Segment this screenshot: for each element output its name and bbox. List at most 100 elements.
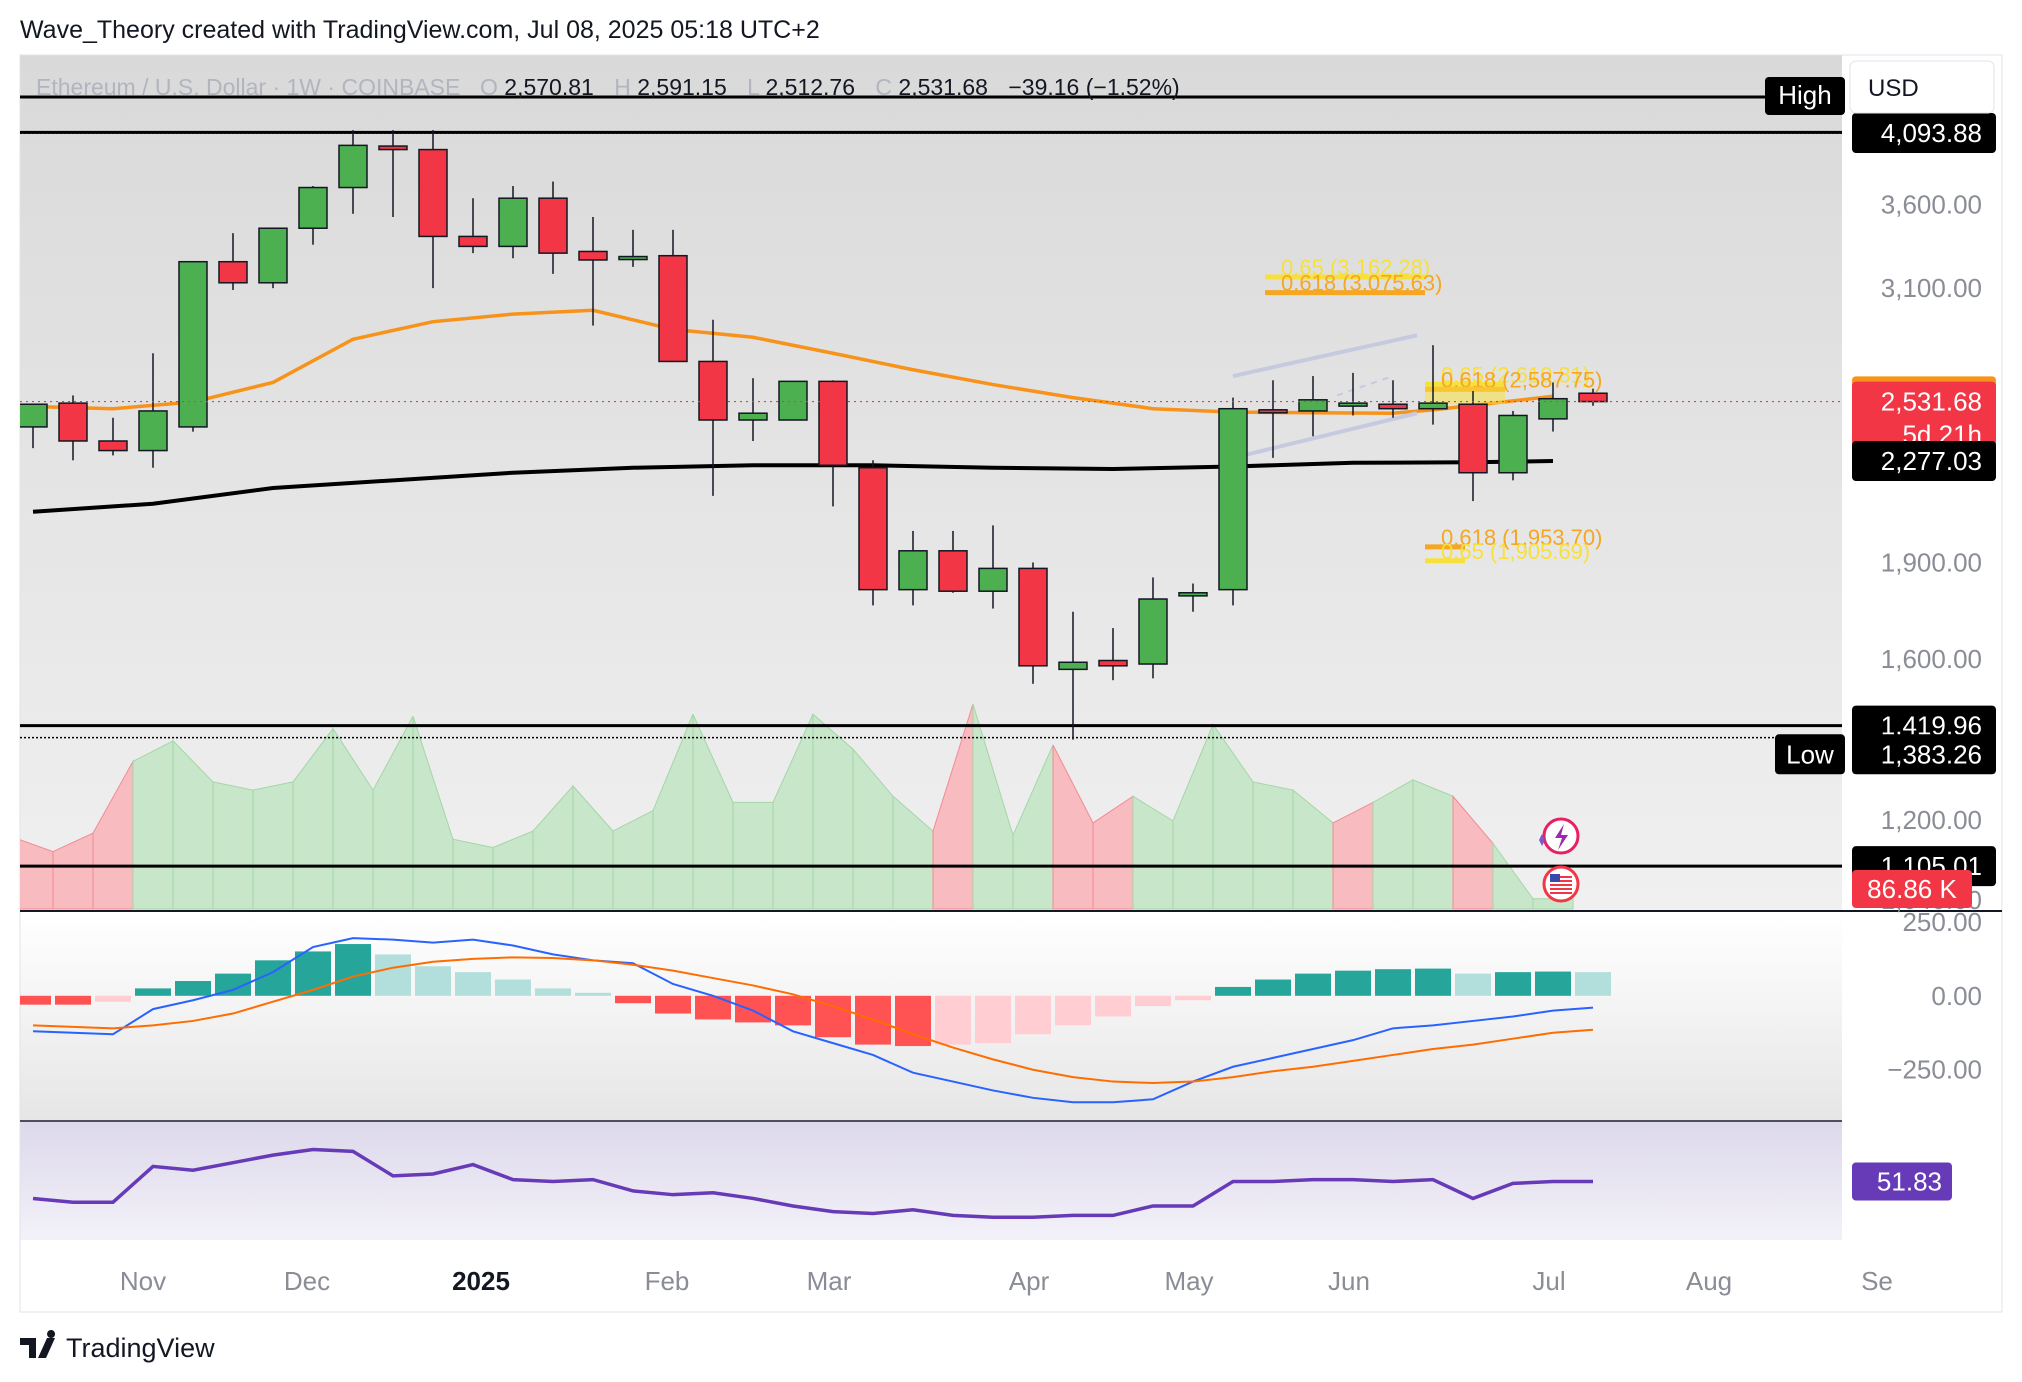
candle[interactable] [658,229,688,363]
candle[interactable] [618,229,648,267]
macd-histogram-bar[interactable] [1095,995,1131,1017]
macd-histogram-bar[interactable] [935,995,971,1045]
volume-tag[interactable]: 86.86 K [1852,870,1972,908]
candle[interactable] [338,130,368,214]
candle[interactable] [1378,380,1408,418]
candle[interactable] [538,181,568,274]
ema50-line[interactable] [32,308,1554,415]
sma200-line[interactable] [32,459,1554,514]
macd-histogram-bar[interactable] [615,995,651,1004]
macd-histogram-bar[interactable] [1535,971,1571,996]
macd-line[interactable] [32,937,1594,1104]
candle[interactable] [1178,583,1208,612]
flag-stripe [1550,876,1572,878]
candle[interactable] [378,130,408,217]
currency-button[interactable]: USD [1849,60,1995,114]
candle[interactable] [178,260,208,432]
candle[interactable] [1058,611,1088,740]
price-tag[interactable]: 1,383.26 [1852,734,1996,775]
candle-body [1258,409,1288,414]
macd-histogram-bar[interactable] [1055,995,1091,1026]
candle[interactable] [258,227,288,289]
candle[interactable] [58,395,88,461]
macd-histogram-bar[interactable] [1375,969,1411,996]
low-label[interactable]: Low [1775,734,1845,775]
candle[interactable] [1538,382,1568,432]
candle[interactable] [1418,345,1448,425]
macd-histogram-bar[interactable] [415,966,451,996]
macd-histogram-bar[interactable] [775,995,811,1026]
candle[interactable] [578,216,608,326]
candle[interactable] [778,380,808,421]
price-tag[interactable]: 2,277.03 [1852,441,1996,482]
candle[interactable] [1018,562,1048,684]
macd-signal-line[interactable] [32,956,1594,1085]
candle[interactable] [1458,391,1488,502]
macd-histogram-bar[interactable] [1335,970,1371,996]
high-label[interactable]: High [1765,77,1845,115]
macd-histogram-bar[interactable] [655,995,691,1014]
macd-histogram-bar[interactable] [455,972,491,996]
candle[interactable] [1218,397,1248,606]
macd-histogram-bar[interactable] [495,979,531,996]
candle[interactable] [418,130,448,289]
macd-histogram-bar[interactable] [95,995,131,1002]
candle[interactable] [858,460,888,606]
lightning-event-icon[interactable] [1539,817,1580,855]
macd-histogram-bar[interactable] [535,988,571,996]
channel-lower-line[interactable] [1232,411,1418,460]
macd-histogram-bar[interactable] [1175,995,1211,1001]
candle[interactable] [298,186,328,245]
candle[interactable] [498,186,528,259]
macd-histogram-bar[interactable] [1135,995,1171,1007]
candle[interactable] [458,198,488,254]
channel-mid-line[interactable] [1336,375,1394,397]
macd-histogram-bar[interactable] [15,995,51,1005]
macd-histogram-bar[interactable] [1415,968,1451,996]
macd-histogram-bar[interactable] [335,944,371,996]
candle[interactable] [898,530,928,606]
rsi-value-tag[interactable]: 51.83 [1852,1162,1952,1201]
candle[interactable] [818,380,848,507]
us-flag-event-icon[interactable] [1542,865,1580,903]
macd-histogram-bar[interactable] [1255,979,1291,996]
candle[interactable] [1098,628,1128,681]
macd-histogram-bar[interactable] [375,954,411,996]
candle[interactable] [1498,410,1528,481]
macd-histogram-bar[interactable] [975,995,1011,1044]
macd-histogram-bar[interactable] [175,981,211,996]
symbol-name[interactable]: Ethereum / U.S. Dollar · 1W · COINBASE [36,74,460,100]
candle[interactable] [698,319,728,496]
symbol-legend[interactable]: Ethereum / U.S. Dollar · 1W · COINBASE O… [36,74,1180,100]
macd-histogram-bar[interactable] [695,995,731,1020]
tradingview-logo[interactable]: TradingView [20,1330,215,1363]
channel-upper-line[interactable] [1232,333,1418,379]
candle[interactable] [1298,376,1328,437]
macd-histogram-bar[interactable] [1495,972,1531,996]
tradingview-brand-text: TradingView [66,1333,215,1363]
candle[interactable] [1138,577,1168,679]
macd-histogram-bar[interactable] [295,951,331,996]
candle[interactable] [938,530,968,593]
price-tag[interactable]: 4,093.88 [1852,113,1996,153]
macd-histogram-bar[interactable] [735,995,771,1023]
macd-histogram-bar[interactable] [215,973,251,996]
candle[interactable] [98,417,128,456]
candle[interactable] [738,378,768,441]
macd-histogram-bar[interactable] [1295,973,1331,996]
candle[interactable] [19,403,48,449]
candle[interactable] [218,233,248,290]
macd-histogram-bar[interactable] [575,992,611,996]
rsi-line[interactable] [32,1147,1593,1220]
candle[interactable] [978,525,1008,609]
macd-histogram-bar[interactable] [1215,986,1251,996]
candle[interactable] [1258,380,1288,458]
high-label: H [614,74,631,100]
macd-histogram-bar[interactable] [1575,972,1611,996]
macd-histogram-bar[interactable] [1015,995,1051,1035]
candle[interactable] [138,353,168,468]
macd-histogram-bar[interactable] [135,988,171,996]
macd-histogram-bar[interactable] [55,995,91,1005]
macd-histogram-bar[interactable] [1455,973,1491,996]
candle[interactable] [1338,372,1368,416]
